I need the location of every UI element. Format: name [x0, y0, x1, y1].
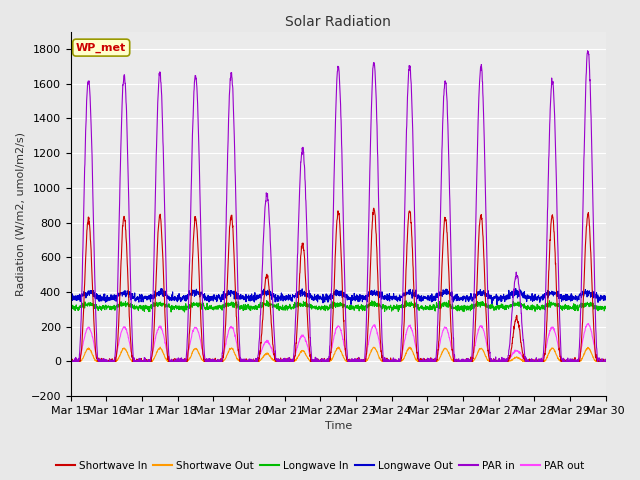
- Longwave Out: [216, 297, 224, 302]
- Longwave In: [180, 309, 188, 315]
- Shortwave In: [216, 357, 224, 362]
- PAR in: [354, 359, 362, 364]
- Longwave In: [365, 300, 373, 306]
- PAR out: [216, 359, 224, 364]
- Longwave In: [263, 298, 271, 303]
- Longwave In: [494, 304, 502, 310]
- PAR out: [353, 358, 361, 364]
- Longwave Out: [555, 296, 563, 301]
- X-axis label: Time: Time: [324, 421, 352, 432]
- Shortwave Out: [602, 359, 609, 364]
- Shortwave In: [570, 358, 577, 363]
- Longwave In: [216, 303, 224, 309]
- PAR in: [570, 359, 577, 364]
- Longwave Out: [67, 294, 75, 300]
- PAR in: [67, 359, 75, 364]
- Line: PAR out: PAR out: [71, 324, 605, 361]
- PAR out: [585, 321, 593, 326]
- Y-axis label: Radiation (W/m2, umol/m2/s): Radiation (W/m2, umol/m2/s): [15, 132, 25, 296]
- Shortwave In: [555, 339, 563, 345]
- PAR out: [554, 344, 562, 350]
- Longwave Out: [353, 296, 361, 301]
- Shortwave Out: [570, 359, 577, 364]
- PAR in: [584, 48, 591, 54]
- PAR out: [570, 358, 577, 364]
- Shortwave In: [67, 358, 75, 363]
- Line: Shortwave In: Shortwave In: [71, 208, 605, 361]
- PAR in: [602, 356, 609, 362]
- PAR in: [216, 359, 224, 364]
- Shortwave Out: [365, 352, 373, 358]
- Legend: Shortwave In, Shortwave Out, Longwave In, Longwave Out, PAR in, PAR out: Shortwave In, Shortwave Out, Longwave In…: [52, 456, 588, 475]
- Line: PAR in: PAR in: [71, 51, 605, 361]
- Shortwave In: [370, 205, 378, 211]
- Longwave In: [555, 303, 563, 309]
- PAR in: [365, 192, 373, 198]
- Shortwave In: [494, 359, 502, 364]
- PAR out: [602, 359, 609, 364]
- Shortwave Out: [354, 358, 362, 364]
- Longwave In: [602, 304, 609, 310]
- Line: Longwave Out: Longwave Out: [71, 288, 605, 305]
- Shortwave In: [354, 357, 362, 363]
- Longwave In: [354, 303, 362, 309]
- Longwave Out: [602, 296, 609, 302]
- PAR out: [365, 336, 373, 342]
- Longwave Out: [512, 286, 520, 291]
- PAR out: [493, 359, 501, 364]
- Longwave In: [67, 305, 75, 311]
- Longwave Out: [365, 289, 373, 295]
- Line: Longwave In: Longwave In: [71, 300, 605, 312]
- Shortwave In: [602, 358, 609, 363]
- PAR in: [67, 356, 75, 361]
- Title: Solar Radiation: Solar Radiation: [285, 15, 391, 29]
- Longwave Out: [493, 302, 500, 308]
- Shortwave Out: [216, 358, 224, 364]
- PAR in: [555, 278, 563, 284]
- Longwave Out: [570, 295, 577, 301]
- Shortwave In: [67, 359, 75, 364]
- Line: Shortwave Out: Shortwave Out: [71, 347, 605, 361]
- Shortwave Out: [555, 356, 563, 361]
- Longwave In: [570, 301, 577, 307]
- Shortwave In: [365, 295, 373, 300]
- Shortwave Out: [494, 359, 502, 364]
- Text: WP_met: WP_met: [76, 43, 126, 53]
- Longwave Out: [494, 297, 502, 302]
- PAR out: [67, 359, 75, 364]
- Shortwave Out: [67, 359, 75, 364]
- Shortwave Out: [335, 344, 342, 350]
- PAR in: [494, 359, 502, 364]
